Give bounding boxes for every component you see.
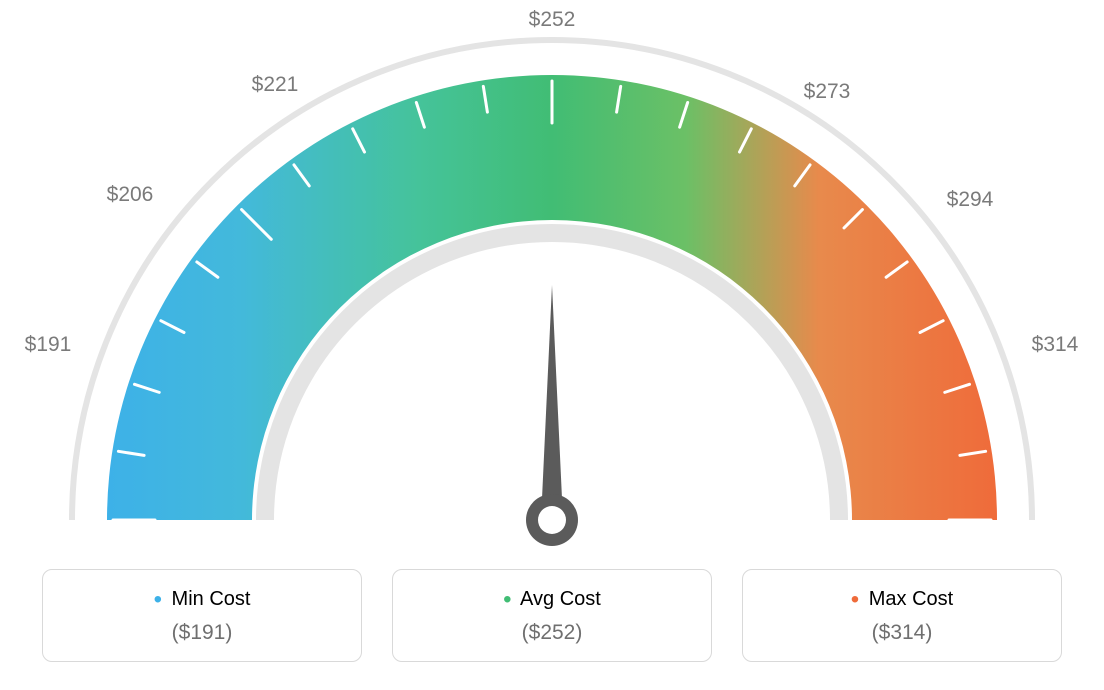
gauge-tick-label: $273 <box>804 80 851 104</box>
legend-value: ($314) <box>753 621 1051 645</box>
legend-card-avg: • Avg Cost ($252) <box>392 569 712 662</box>
dot-icon: • <box>851 586 859 613</box>
legend-label: Min Cost <box>172 588 251 610</box>
dot-icon: • <box>503 586 511 613</box>
legend-row: • Min Cost ($191) • Avg Cost ($252) • Ma… <box>0 569 1104 662</box>
gauge-tick-label: $314 <box>1032 333 1079 357</box>
gauge-svg <box>0 0 1104 560</box>
legend-title-min: • Min Cost <box>53 588 351 611</box>
gauge-tick-label: $294 <box>947 188 994 212</box>
gauge-tick-label: $206 <box>107 183 154 207</box>
legend-title-avg: • Avg Cost <box>403 588 701 611</box>
legend-label: Avg Cost <box>520 588 601 610</box>
legend-card-max: • Max Cost ($314) <box>742 569 1062 662</box>
gauge-tick-label: $191 <box>25 333 72 357</box>
legend-value: ($252) <box>403 621 701 645</box>
dot-icon: • <box>154 586 162 613</box>
legend-title-max: • Max Cost <box>753 588 1051 611</box>
gauge-tick-label: $252 <box>529 8 576 32</box>
gauge-container: $191 $206 $221 $252 $273 $294 $314 <box>0 0 1104 560</box>
legend-label: Max Cost <box>869 588 953 610</box>
legend-value: ($191) <box>53 621 351 645</box>
legend-card-min: • Min Cost ($191) <box>42 569 362 662</box>
gauge-tick-label: $221 <box>252 73 299 97</box>
